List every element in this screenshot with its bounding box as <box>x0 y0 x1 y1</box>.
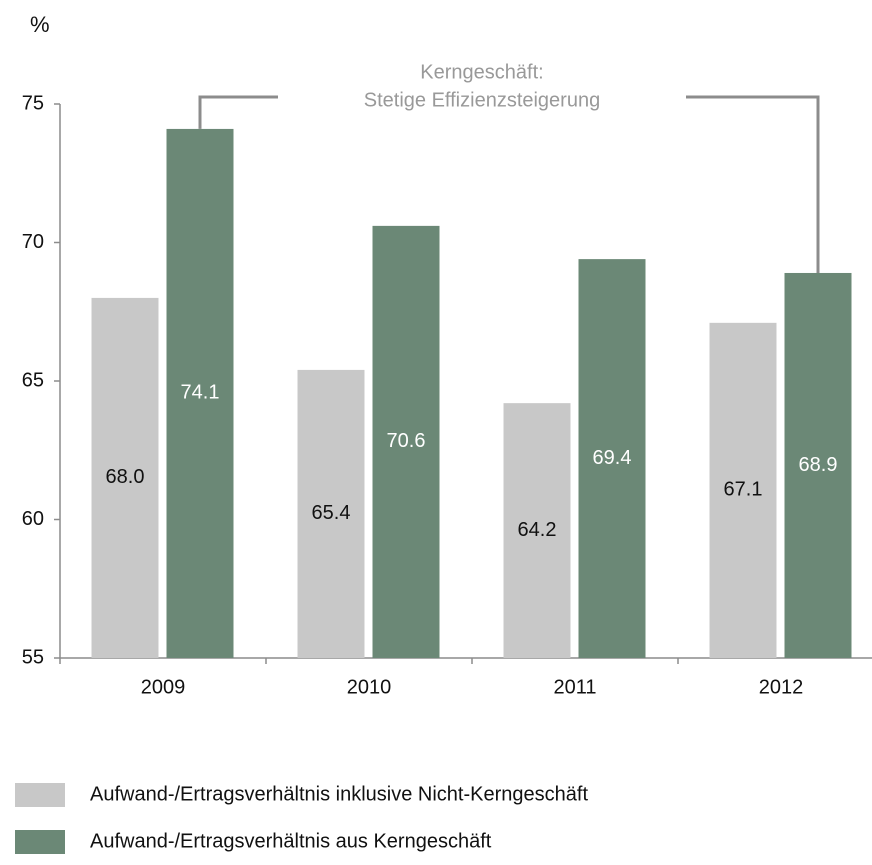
value-label: 68.9 <box>799 454 838 476</box>
x-tick-label: 2012 <box>759 676 804 698</box>
y-axis-label: % <box>30 12 50 37</box>
legend-swatch <box>15 830 65 854</box>
bar <box>784 272 852 658</box>
annotation-bracket <box>198 95 278 129</box>
bar <box>372 225 440 658</box>
bar <box>166 128 234 658</box>
annotation: Kerngeschäft: <box>420 61 543 83</box>
value-label: 74.1 <box>181 382 220 404</box>
legend-label: Aufwand-/Ertragsverhältnis aus Kerngesch… <box>90 830 492 852</box>
y-tick-label: 75 <box>22 92 44 114</box>
annotation: Stetige Effizienzsteigerung <box>364 89 600 111</box>
annotation-bracket <box>686 95 820 273</box>
bar <box>578 259 646 658</box>
value-label: 67.1 <box>724 479 763 501</box>
value-label: 70.6 <box>387 430 426 452</box>
x-tick-label: 2011 <box>553 676 596 698</box>
bar <box>503 403 571 658</box>
legend-label: Aufwand-/Ertragsverhältnis inklusive Nic… <box>90 783 588 805</box>
value-label: 69.4 <box>593 447 632 469</box>
y-tick-label: 55 <box>22 646 44 668</box>
legend-swatch <box>15 783 65 807</box>
bar <box>91 297 159 658</box>
bar <box>297 369 365 658</box>
bar <box>709 322 777 658</box>
value-label: 68.0 <box>106 466 145 488</box>
x-tick-label: 2009 <box>141 676 186 698</box>
x-tick-label: 2010 <box>347 676 392 698</box>
y-tick-label: 65 <box>22 369 44 391</box>
y-tick-label: 70 <box>22 231 44 253</box>
value-label: 65.4 <box>312 502 351 524</box>
y-tick-label: 60 <box>22 508 44 530</box>
value-label: 64.2 <box>518 519 557 541</box>
